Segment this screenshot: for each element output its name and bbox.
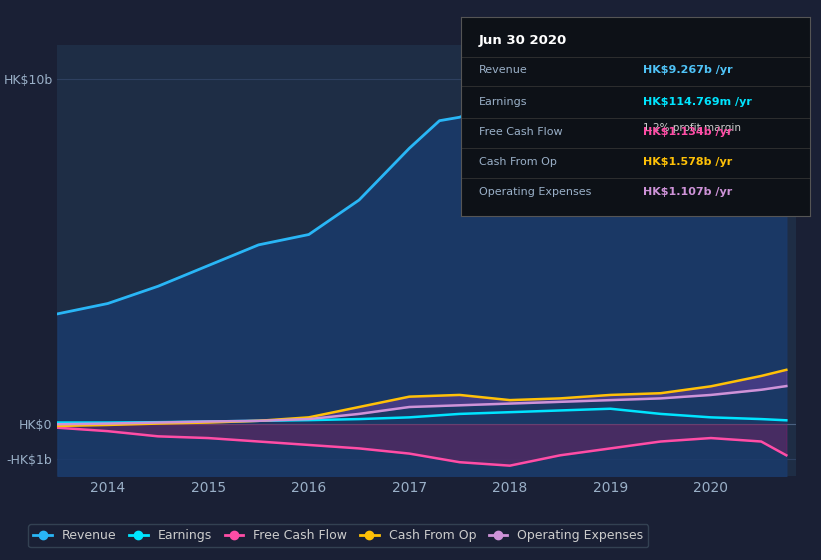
Text: Earnings: Earnings (479, 97, 527, 108)
Text: HK$1.578b /yr: HK$1.578b /yr (643, 157, 732, 167)
Text: Cash From Op: Cash From Op (479, 157, 557, 167)
Text: Operating Expenses: Operating Expenses (479, 186, 591, 197)
Text: HK$114.769m /yr: HK$114.769m /yr (643, 97, 752, 108)
Legend: Revenue, Earnings, Free Cash Flow, Cash From Op, Operating Expenses: Revenue, Earnings, Free Cash Flow, Cash … (28, 524, 649, 547)
Text: Revenue: Revenue (479, 66, 528, 76)
Text: HK$9.267b /yr: HK$9.267b /yr (643, 66, 732, 76)
Text: HK$1.134b /yr: HK$1.134b /yr (643, 127, 732, 137)
Text: Free Cash Flow: Free Cash Flow (479, 127, 562, 137)
Text: HK$1.107b /yr: HK$1.107b /yr (643, 186, 732, 197)
Text: Jun 30 2020: Jun 30 2020 (479, 34, 567, 47)
Text: 1.2% profit margin: 1.2% profit margin (643, 123, 741, 133)
